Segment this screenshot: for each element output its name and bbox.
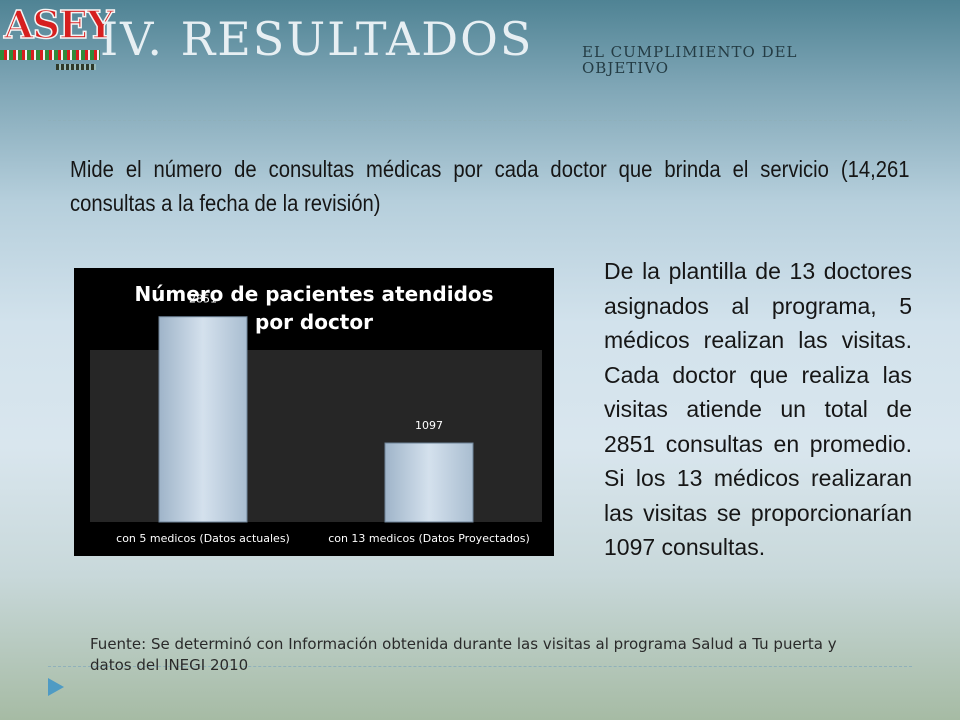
bar-chart: 2851 con 5 medicos (Datos actuales) 1097 co… — [74, 268, 554, 556]
plot-area — [90, 350, 542, 522]
page-title: IV. RESULTADOS — [100, 12, 534, 66]
asey-logo: ASEY — [0, 3, 115, 96]
logo-decoration — [0, 50, 100, 60]
play-arrow-icon — [48, 678, 64, 696]
chart-title-line1: Número de pacientes atendidos — [134, 282, 494, 306]
data-label-con-5-medicos-datos-actuales: 2851 — [189, 293, 217, 306]
summary-paragraph: De la plantilla de 13 doctores asignados… — [604, 258, 912, 560]
tick-label-con-5-medicos-datos-actuales: con 5 medicos (Datos actuales) — [116, 532, 290, 545]
bar-con-13-medicos-datos-proyectados — [384, 442, 474, 523]
chart-title-line2: por doctor — [255, 310, 373, 334]
page-subtitle: EL CUMPLIMIENTO DEL OBJETIVO — [582, 43, 798, 77]
data-label-con-13-medicos-datos-proyectados: 1097 — [415, 419, 443, 432]
top-divider — [48, 120, 912, 121]
tick-label-con-13-medicos-datos-proyectados: con 13 medicos (Datos Proyectados) — [328, 532, 530, 545]
logo-decoration-small — [56, 64, 96, 70]
chart-svg: 2851 con 5 medicos (Datos actuales) 1097 co… — [90, 293, 542, 545]
bottom-divider — [48, 666, 912, 667]
bar-con-5-medicos-datos-actuales — [158, 316, 248, 523]
chart-title: Número de pacientes atendidos por doctor — [74, 280, 554, 336]
logo-text: ASEY — [3, 2, 115, 47]
source-note: Fuente: Se determinó con Información obt… — [90, 635, 837, 674]
intro-paragraph: Mide el número de consultas médicas por … — [70, 156, 910, 216]
